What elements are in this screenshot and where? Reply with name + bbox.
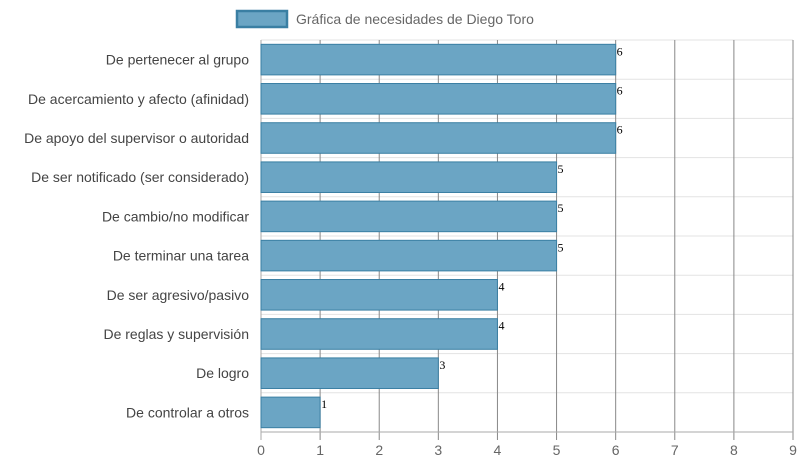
category-label: De reglas y supervisión <box>103 326 249 342</box>
bar <box>260 357 439 389</box>
category-label: De controlar a otros <box>126 404 249 420</box>
category-label: De ser notificado (ser considerado) <box>31 169 249 185</box>
category-label: De pertenecer al grupo <box>106 52 249 68</box>
data-label: 1 <box>321 397 327 411</box>
legend-swatch <box>235 9 289 29</box>
category-label: De cambio/no modificar <box>102 208 249 224</box>
bar <box>260 318 498 350</box>
bar <box>260 279 498 311</box>
bar <box>260 161 558 193</box>
bars <box>260 43 617 429</box>
bar <box>260 200 558 233</box>
x-tick-label: 5 <box>553 442 561 458</box>
x-tick-label: 6 <box>612 442 620 458</box>
data-label: 5 <box>558 240 564 254</box>
bar <box>260 83 617 115</box>
data-labels: 6 6 6 5 5 5 4 4 3 1 <box>321 44 623 411</box>
category-label: De ser agresivo/pasivo <box>107 287 250 303</box>
x-tick-label: 7 <box>671 442 679 458</box>
category-label: De logro <box>196 365 249 381</box>
data-label: 6 <box>617 44 623 58</box>
data-label: 4 <box>498 319 504 333</box>
legend-label: Gráfica de necesidades de Diego Toro <box>296 11 534 27</box>
category-labels: De pertenecer al grupo De acercamiento y … <box>24 52 249 421</box>
x-tick-label: 0 <box>257 442 265 458</box>
x-tick-label: 9 <box>789 442 797 458</box>
category-label: De terminar una tarea <box>113 248 249 264</box>
x-tick-label: 1 <box>316 442 324 458</box>
data-label: 5 <box>558 162 564 176</box>
category-label: De apoyo del supervisor o autoridad <box>24 130 249 146</box>
x-tick-label: 8 <box>730 442 738 458</box>
data-label: 4 <box>498 280 504 294</box>
data-label: 6 <box>617 84 623 98</box>
bar <box>260 43 617 76</box>
bar <box>260 122 617 154</box>
data-label: 5 <box>558 201 564 215</box>
data-label: 6 <box>617 123 623 137</box>
data-label: 3 <box>439 358 445 372</box>
bar <box>260 396 321 429</box>
category-label: De acercamiento y afecto (afinidad) <box>28 91 249 107</box>
x-tick-label: 4 <box>494 442 502 458</box>
x-axis-ticks: 0 1 2 3 4 5 6 7 8 9 <box>257 442 797 458</box>
bar <box>260 239 558 272</box>
x-tick-label: 3 <box>434 442 442 458</box>
legend: Gráfica de necesidades de Diego Toro <box>235 9 534 29</box>
x-tick-label: 2 <box>375 442 383 458</box>
